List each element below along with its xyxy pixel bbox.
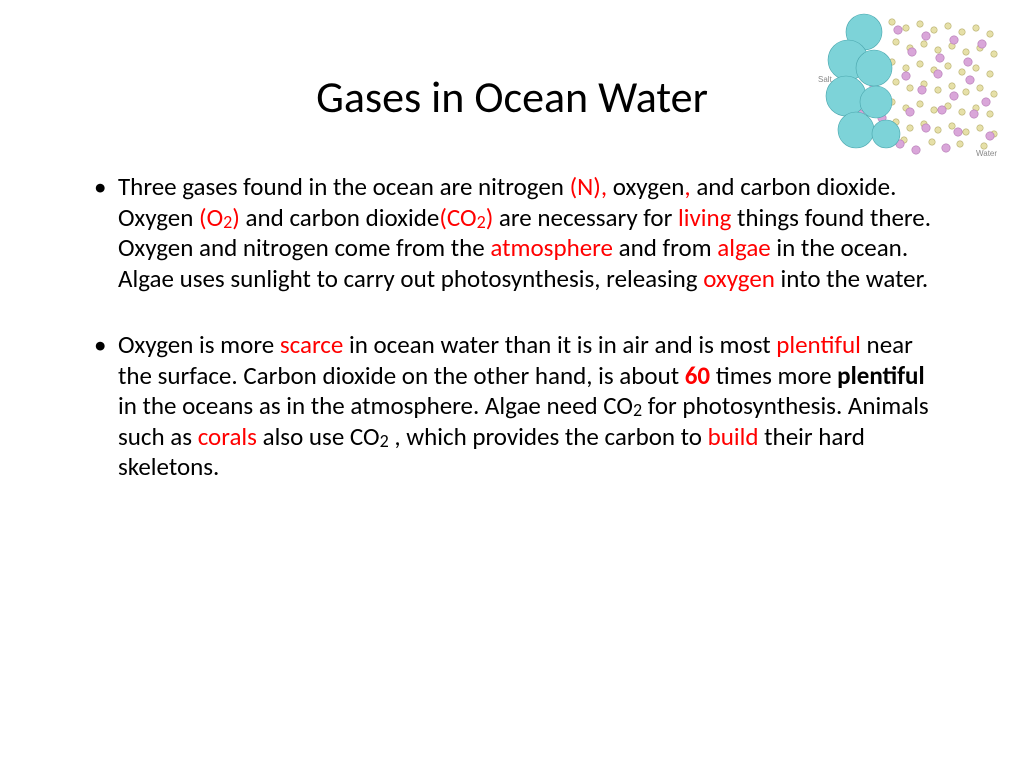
text-run: 2 [380, 430, 389, 452]
text-run: and from [613, 232, 717, 263]
bullet-item: Three gases found in the ocean are nitro… [90, 172, 934, 294]
slide-title: Gases in Ocean Water [90, 70, 934, 124]
text-run: 2 [223, 211, 232, 233]
text-run: plentiful [776, 329, 861, 360]
slide-body: Three gases found in the ocean are nitro… [90, 172, 934, 483]
text-run: times more [710, 360, 837, 391]
text-run: scarce [280, 329, 343, 360]
molecule-diagram: Salt Water [816, 10, 1006, 160]
text-run: oxygen [607, 171, 684, 202]
bullet-list: Three gases found in the ocean are nitro… [90, 172, 934, 483]
svg-text:Water: Water [976, 149, 997, 158]
text-run: ) [232, 202, 240, 233]
text-run: also use CO [257, 421, 380, 452]
text-run: plentiful [837, 360, 924, 391]
text-run: are necessary for [493, 202, 678, 233]
svg-text:Salt: Salt [818, 75, 833, 84]
text-run: (N), [570, 171, 608, 202]
text-run: and carbon dioxide [240, 202, 439, 233]
text-run: algae [717, 232, 770, 263]
text-run: in the oceans as in the atmosphere. Alga… [118, 390, 633, 421]
text-run: oxygen [703, 263, 775, 294]
text-run: living [678, 202, 731, 233]
text-run: build [708, 421, 759, 452]
text-run: , which provides the carbon to [389, 421, 708, 452]
text-run: into the water. [775, 263, 928, 294]
text-run: 60 [685, 360, 710, 391]
text-run: (O [199, 202, 223, 233]
text-run: 2 [477, 211, 486, 233]
text-run: corals [198, 421, 257, 452]
text-run: 2 [633, 399, 642, 421]
text-run: Oxygen is more [118, 329, 280, 360]
text-run: in ocean water than it is in air and is … [343, 329, 776, 360]
text-run: (CO [439, 202, 476, 233]
text-run: Three gases found in the ocean are nitro… [118, 171, 570, 202]
text-run: atmosphere [490, 232, 613, 263]
bullet-item: Oxygen is more scarce in ocean water tha… [90, 330, 934, 483]
slide: Salt Water Gases in Ocean Water Three gas… [0, 0, 1024, 768]
